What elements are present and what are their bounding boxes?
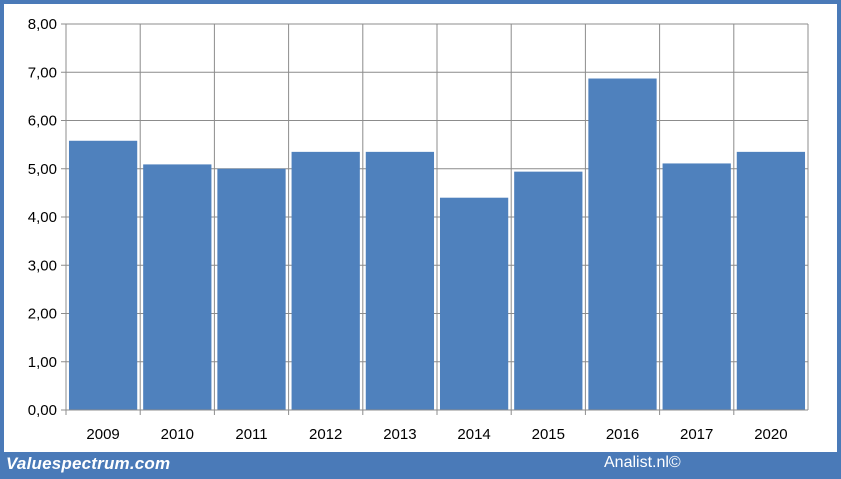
y-tick-label: 3,00 [28, 257, 57, 274]
x-tick-label: 2017 [680, 426, 713, 443]
y-tick-label: 0,00 [28, 402, 57, 419]
bar-2017 [662, 163, 731, 410]
x-tick-label: 2014 [457, 426, 490, 443]
x-tick-label: 2012 [309, 426, 342, 443]
bar-2012 [291, 151, 360, 411]
x-tick-label: 2013 [383, 426, 416, 443]
y-tick-label: 8,00 [28, 16, 57, 33]
bar-chart: 0,00 1,00 2,00 3,00 4,00 5,00 6,00 7,00 8,00 200… [28, 16, 809, 443]
bar-2020 [736, 151, 806, 411]
x-tick-labels: 2009 2010 2011 2012 2013 2014 2015 2016 2017 2020 [86, 426, 787, 443]
x-tick-label: 2009 [86, 426, 119, 443]
y-tick-label: 6,00 [28, 113, 57, 130]
x-tick-label: 2010 [161, 426, 194, 443]
x-tick-label: 2011 [235, 426, 267, 443]
axes [61, 23, 808, 415]
x-tick-label: 2020 [754, 426, 787, 443]
y-tick-label: 1,00 [28, 354, 57, 371]
bar-2013 [365, 151, 435, 411]
bar-2009 [68, 140, 138, 410]
bar-2015 [514, 171, 583, 410]
footer-bar: Valuespectrum.com Analist.nl© [0, 452, 841, 479]
y-tick-label: 5,00 [28, 161, 57, 178]
bar-2016 [588, 78, 657, 411]
y-tick-label: 2,00 [28, 306, 57, 323]
analist-brand: Analist.nl© [604, 454, 681, 471]
x-tick-label: 2016 [606, 426, 639, 443]
bar-2010 [143, 164, 212, 410]
y-tick-label: 7,00 [28, 64, 57, 81]
bars [68, 78, 806, 411]
x-tick-label: 2015 [532, 426, 565, 443]
valuespectrum-brand: Valuespectrum.com [6, 454, 171, 473]
y-tick-label: 4,00 [28, 209, 57, 226]
y-tick-labels: 0,00 1,00 2,00 3,00 4,00 5,00 6,00 7,00 8,00 [28, 16, 57, 419]
bar-2014 [439, 197, 509, 410]
bar-2011 [217, 168, 286, 410]
